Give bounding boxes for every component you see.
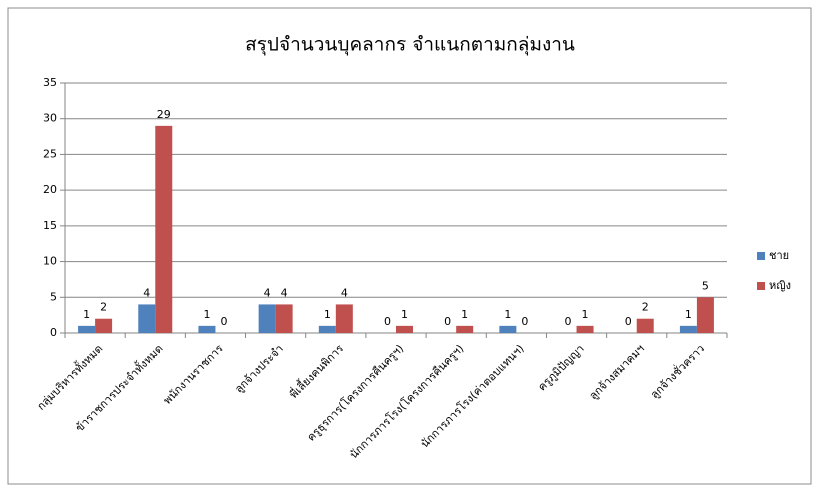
bar bbox=[155, 125, 173, 333]
legend-label: ชาย bbox=[769, 249, 789, 262]
chart-title: สรุปจำนวนบุคลากร จำแนกตามกลุ่มงาน bbox=[245, 34, 575, 57]
bar bbox=[499, 325, 517, 333]
data-label: 29 bbox=[157, 108, 171, 121]
data-label: 1 bbox=[401, 308, 408, 321]
legend-label: หญิง bbox=[769, 279, 791, 292]
data-label: 1 bbox=[504, 308, 511, 321]
data-label: 0 bbox=[565, 315, 572, 328]
bar bbox=[258, 304, 276, 333]
data-label: 1 bbox=[685, 308, 692, 321]
y-tick-label: 25 bbox=[43, 147, 57, 160]
bar bbox=[456, 325, 474, 333]
legend-swatch bbox=[757, 252, 765, 260]
data-label: 5 bbox=[702, 279, 709, 292]
y-tick-label: 5 bbox=[50, 290, 57, 303]
data-label: 2 bbox=[642, 301, 649, 314]
data-label: 4 bbox=[341, 286, 348, 299]
data-label: 4 bbox=[264, 286, 271, 299]
bar bbox=[679, 325, 697, 333]
bar bbox=[576, 325, 594, 333]
bar bbox=[318, 325, 336, 333]
data-label: 1 bbox=[203, 308, 210, 321]
data-label: 0 bbox=[384, 315, 391, 328]
data-label: 0 bbox=[220, 315, 227, 328]
data-label: 1 bbox=[461, 308, 468, 321]
data-label: 4 bbox=[143, 286, 150, 299]
y-tick-label: 20 bbox=[43, 183, 57, 196]
bar bbox=[95, 318, 113, 333]
y-tick-label: 35 bbox=[43, 76, 57, 89]
bar bbox=[138, 304, 156, 333]
legend-swatch bbox=[757, 282, 765, 290]
y-tick-label: 0 bbox=[50, 326, 57, 339]
data-label: 1 bbox=[582, 308, 589, 321]
data-label: 1 bbox=[324, 308, 331, 321]
bar bbox=[78, 325, 96, 333]
data-label: 2 bbox=[100, 301, 107, 314]
bar bbox=[198, 325, 216, 333]
bar bbox=[275, 304, 293, 333]
bar bbox=[636, 318, 654, 333]
bar bbox=[335, 304, 353, 333]
data-label: 0 bbox=[521, 315, 528, 328]
bar bbox=[396, 325, 413, 333]
chart-border bbox=[7, 7, 812, 485]
data-label: 0 bbox=[625, 315, 632, 328]
y-tick-label: 15 bbox=[43, 219, 57, 232]
data-label: 1 bbox=[83, 308, 90, 321]
bar bbox=[696, 297, 714, 333]
data-label: 0 bbox=[444, 315, 451, 328]
data-label: 4 bbox=[281, 286, 288, 299]
y-tick-label: 10 bbox=[43, 255, 57, 268]
y-tick-label: 30 bbox=[43, 112, 57, 125]
